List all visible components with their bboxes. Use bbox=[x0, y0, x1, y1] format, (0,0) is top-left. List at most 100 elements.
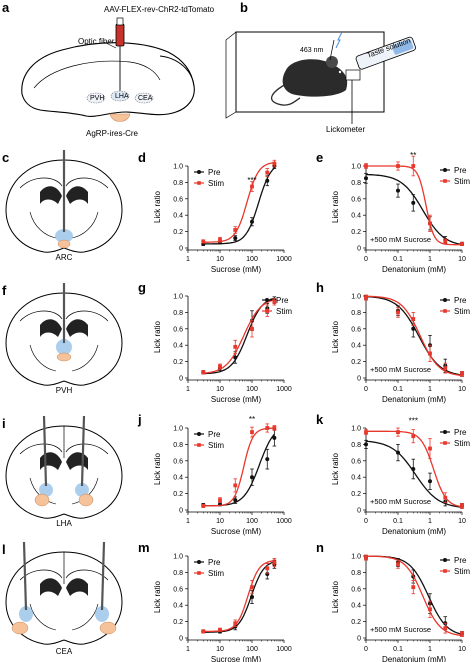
x-axis-label: Denatonium (mM) bbox=[382, 655, 446, 662]
fiber-pointer bbox=[103, 41, 117, 49]
optic-fiber-0 bbox=[42, 415, 48, 487]
legend-label-stim: Stim bbox=[276, 307, 292, 316]
cerebellum-outline bbox=[159, 55, 195, 87]
ventricle-left bbox=[40, 186, 62, 204]
series-line-pre bbox=[203, 561, 275, 633]
mouse-ear bbox=[326, 56, 338, 68]
y-tick-label: 1.0 bbox=[351, 554, 361, 561]
x-axis-label: Denatonium (mM) bbox=[382, 265, 446, 274]
x-tick-label: 10 bbox=[458, 518, 466, 525]
data-point-stim bbox=[443, 239, 448, 244]
y-tick-label: 0 bbox=[357, 636, 361, 643]
x-tick-label: 1000 bbox=[276, 386, 292, 393]
series-line-pre bbox=[366, 555, 463, 635]
y-tick-label: 1.0 bbox=[351, 164, 361, 171]
data-point-stim bbox=[396, 562, 400, 567]
y-tick-label: 0.2 bbox=[173, 359, 183, 366]
significance-marker: *** bbox=[409, 416, 418, 425]
data-point-pre bbox=[265, 178, 270, 183]
y-tick-label: 0.8 bbox=[351, 180, 361, 187]
legend-label-stim: Stim bbox=[454, 307, 470, 316]
y-axis-label: Lick ratio bbox=[153, 580, 162, 613]
mouse-line-label: AgRP-ires-Cre bbox=[86, 129, 139, 138]
x-axis-label: Sucrose (mM) bbox=[211, 265, 262, 274]
data-point-stim bbox=[201, 504, 206, 508]
data-point-stim bbox=[272, 560, 277, 565]
legend-marker bbox=[197, 181, 201, 185]
data-point-pre bbox=[364, 442, 368, 447]
light-cone-0 bbox=[55, 229, 73, 243]
panel-letter-j: j bbox=[137, 412, 142, 427]
y-tick-label: 0.8 bbox=[351, 570, 361, 577]
coronal-label-lha: LHA bbox=[56, 519, 72, 528]
data-point-stim bbox=[428, 351, 432, 356]
data-point-pre bbox=[250, 475, 254, 480]
chart-g: g 0 0.2 0.4 0.6 0.8 1.0 1 10 100 1000 Sucrose (mM) L… bbox=[138, 280, 292, 404]
y-tick-label: 0 bbox=[179, 376, 183, 383]
legend-marker bbox=[197, 560, 201, 564]
y-tick-label: 0 bbox=[357, 246, 361, 253]
x-tick-label: 1 bbox=[186, 646, 190, 653]
target-region-0 bbox=[56, 352, 72, 362]
x-tick-label: 1 bbox=[428, 256, 432, 263]
target-region-0 bbox=[57, 239, 71, 249]
data-point-pre bbox=[428, 479, 432, 484]
data-point-stim bbox=[250, 326, 254, 331]
x-tick-label: 1000 bbox=[276, 646, 292, 653]
data-point-stim bbox=[428, 607, 432, 612]
legend-marker bbox=[443, 441, 447, 445]
coronal-brain-lha bbox=[5, 415, 123, 519]
data-point-stim bbox=[460, 242, 464, 246]
y-tick-label: 0.8 bbox=[351, 442, 361, 449]
x-tick-label: 100 bbox=[246, 256, 258, 263]
optic-fiber-1 bbox=[80, 415, 86, 487]
chart-k: k 0 0.2 0.4 0.6 0.8 1.0 0 0.1 1 10 Denatonium (mM) L… bbox=[316, 412, 470, 536]
x-axis-label: Denatonium (mM) bbox=[382, 527, 446, 536]
y-tick-label: 0.8 bbox=[173, 570, 183, 577]
led-cap bbox=[116, 17, 124, 26]
panel-letter-c: c bbox=[2, 150, 9, 165]
optic-fiber-0 bbox=[22, 541, 28, 611]
series-line-stim bbox=[366, 555, 463, 637]
inner-contour-left bbox=[29, 603, 57, 631]
ventricle-right bbox=[66, 578, 88, 596]
x-tick-label: 100 bbox=[246, 518, 258, 525]
y-tick-label: 0.2 bbox=[351, 229, 361, 236]
x-tick-label: 10 bbox=[216, 518, 224, 525]
chart-n: n 0 0.2 0.4 0.6 0.8 1.0 0 0.1 1 10 Denatonium (mM) L… bbox=[316, 540, 470, 662]
legend-marker bbox=[443, 309, 447, 313]
data-point-stim bbox=[272, 299, 277, 304]
x-tick-label: 1 bbox=[428, 646, 432, 653]
x-tick-label: 0 bbox=[364, 518, 368, 525]
series-line-pre bbox=[365, 440, 463, 508]
legend-label-stim: Stim bbox=[208, 441, 224, 450]
y-tick-label: 0 bbox=[179, 508, 183, 515]
legend-label-pre: Pre bbox=[208, 168, 221, 177]
chart-m: m 0 0.2 0.4 0.6 0.8 1.0 1 10 100 1000 Sucrose (mM) L… bbox=[138, 540, 292, 662]
legend-marker bbox=[265, 309, 269, 313]
x-tick-label: 1000 bbox=[276, 518, 292, 525]
y-tick-label: 0.4 bbox=[351, 343, 361, 350]
data-point-pre bbox=[233, 236, 238, 241]
light-cone-0 bbox=[56, 339, 72, 355]
optic-fiber-1 bbox=[100, 541, 106, 611]
x-tick-label: 10 bbox=[216, 646, 224, 653]
data-point-stim bbox=[201, 370, 206, 375]
y-tick-label: 0.6 bbox=[173, 196, 183, 203]
series-line-stim bbox=[203, 161, 275, 243]
y-tick-label: 0.6 bbox=[173, 586, 183, 593]
sagittal-brain-outline bbox=[21, 42, 195, 117]
y-tick-label: 1.0 bbox=[173, 554, 183, 561]
x-tick-label: 10 bbox=[458, 386, 466, 393]
target-region-0 bbox=[11, 621, 29, 635]
sucrose-note: +500 mM Sucrose bbox=[370, 625, 431, 634]
corpus-callosum-right bbox=[65, 310, 109, 322]
legend-label-pre: Pre bbox=[208, 558, 221, 567]
region-lha bbox=[110, 90, 130, 102]
series-line-stim bbox=[366, 165, 462, 246]
data-point-stim bbox=[443, 366, 448, 371]
y-tick-label: 0.4 bbox=[173, 603, 183, 610]
legend-marker bbox=[443, 569, 447, 573]
panel-letter-f: f bbox=[2, 283, 7, 298]
data-point-pre bbox=[411, 467, 416, 471]
